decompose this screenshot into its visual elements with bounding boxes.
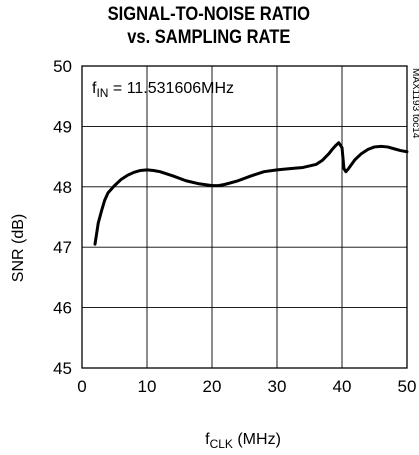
plot-frame	[81, 65, 408, 369]
x-tick-label: 0	[77, 377, 86, 396]
y-tick-label: 50	[53, 57, 72, 76]
x-tick-label: 20	[203, 377, 222, 396]
y-tick-label: 47	[53, 238, 72, 257]
x-tick-labels: 0 10 20 30 40 50	[77, 377, 416, 396]
annotation-main: f	[92, 80, 97, 97]
annotation-rest: = 11.531606MHz	[108, 80, 234, 97]
x-axis-label: fCLK (MHz)	[205, 431, 281, 451]
y-axis-label: SNR (dB)	[10, 214, 27, 282]
x-tick-label: 30	[268, 377, 287, 396]
xlabel-main: f	[205, 431, 210, 448]
y-tick-label: 46	[53, 299, 72, 318]
y-tick-label: 49	[53, 117, 72, 136]
fin-annotation: fIN = 11.531606MHz	[92, 80, 234, 100]
annotation-sub: IN	[96, 86, 108, 100]
x-tick-label: 50	[398, 377, 417, 396]
x-tick-label: 10	[138, 377, 157, 396]
y-tick-label: 45	[53, 359, 72, 378]
grid	[82, 66, 407, 368]
chart-title-line1: SIGNAL-TO-NOISE RATIO	[107, 4, 310, 25]
y-tick-labels: 45 46 47 48 49 50	[53, 57, 72, 378]
chart-title-line2: vs. SAMPLING RATE	[127, 27, 291, 48]
y-tick-label: 48	[53, 178, 72, 197]
xlabel-unit: (MHz)	[233, 431, 281, 448]
snr-curve	[93, 141, 409, 246]
xlabel-sub: CLK	[210, 437, 233, 451]
figure-id-label: MAX1193 toc14	[410, 68, 419, 139]
x-tick-label: 40	[333, 377, 352, 396]
